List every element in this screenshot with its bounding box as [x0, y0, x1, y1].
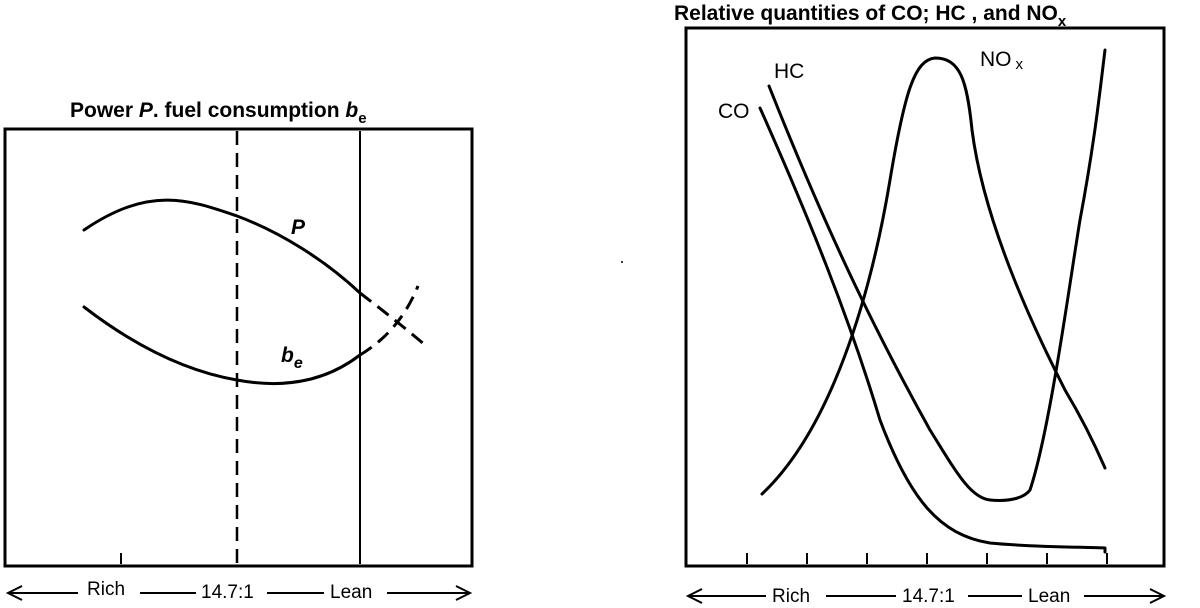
- right-axis-rich-label: Rich: [772, 586, 810, 607]
- right-arrow-lean-head: [1149, 588, 1167, 604]
- power-curve-extension: [359, 291, 426, 347]
- hc-curve: [767, 48, 1107, 502]
- right-panel: Relative quantities of CO; HC , and NOx …: [674, 2, 1167, 607]
- co-curve-label: CO: [718, 100, 750, 123]
- left-panel-title: Power P. fuel consumption be: [70, 99, 367, 127]
- fuel-consumption-curve-extension: [359, 285, 420, 357]
- left-panel: Power P. fuel consumption be P be Rich 1…: [3, 99, 474, 603]
- nox-curve: [760, 56, 1107, 496]
- hc-curve-label: HC: [774, 60, 804, 83]
- left-axis-stoich-label: 14.7:1: [201, 582, 254, 603]
- fuel-consumption-curve: [82, 305, 362, 386]
- fuel-consumption-curve-label: be: [281, 344, 303, 372]
- right-plot-frame: [684, 26, 1166, 568]
- power-curve-label: P: [291, 216, 306, 239]
- scan-speck: [621, 261, 623, 263]
- left-plot-frame: [3, 127, 474, 568]
- left-axis-rich-label: Rich: [87, 579, 125, 600]
- nox-curve-label: NO x: [980, 48, 1024, 73]
- co-curve: [758, 106, 1107, 554]
- right-axis-lean-label: Lean: [1028, 586, 1070, 607]
- right-mixture-axis: Rich 14.7:1 Lean: [685, 586, 1167, 607]
- left-axis-lean-label: Lean: [330, 582, 372, 603]
- right-axis-ticks: [746, 553, 1108, 564]
- left-arrow-lean-head: [455, 585, 473, 601]
- power-curve: [82, 198, 362, 295]
- right-axis-stoich-label: 14.7:1: [902, 586, 955, 607]
- right-panel-title: Relative quantities of CO; HC , and NOx: [674, 2, 1067, 30]
- left-mixture-axis: Rich 14.7:1 Lean: [5, 579, 473, 603]
